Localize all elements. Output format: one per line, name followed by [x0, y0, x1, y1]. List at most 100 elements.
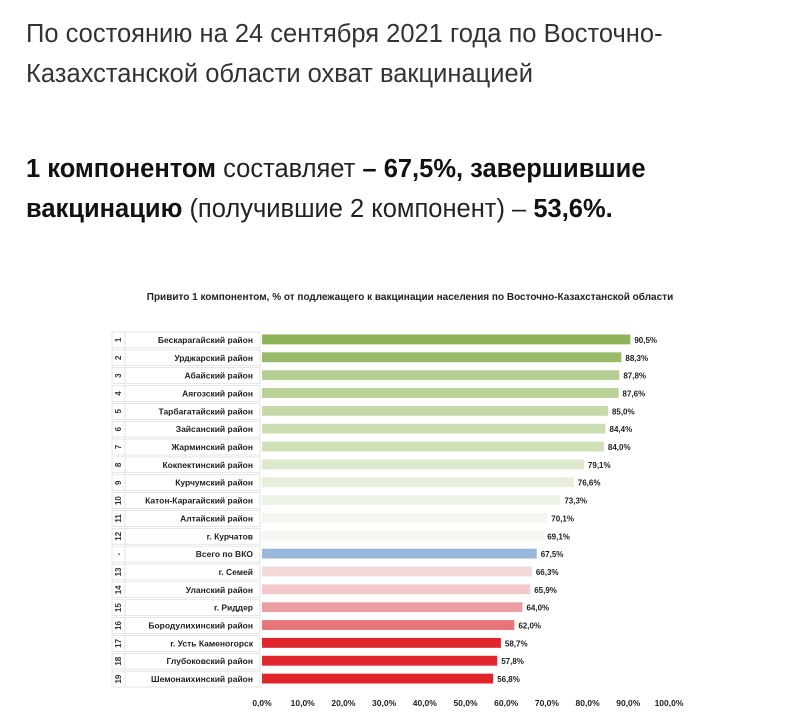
value-label: 88,3%	[625, 354, 648, 363]
category-label: Курчумский район	[175, 478, 253, 488]
category-cell	[124, 545, 261, 563]
category-label: Глубоковский район	[167, 656, 253, 666]
value-label: 90,5%	[634, 336, 657, 345]
category-label: Бескарагайский район	[158, 335, 253, 345]
value-label: 84,4%	[610, 425, 633, 434]
rank-label: 4	[114, 391, 123, 396]
category-cell	[124, 652, 261, 670]
rank-label: 11	[114, 514, 123, 523]
category-label: Уланский район	[186, 585, 253, 595]
intro-text: По состоянию на 24 сентября 2021 года по…	[26, 20, 663, 88]
category-label: Аягозский район	[182, 388, 253, 398]
category-label: г. Семей	[219, 567, 253, 577]
category-cell	[124, 670, 261, 688]
rank-label: -	[114, 552, 123, 555]
headline-text-second: (получившие 2 компонент) –	[182, 195, 534, 223]
x-tick-label: 10,0%	[291, 698, 316, 708]
category-cell	[124, 456, 261, 474]
rank-label: 2	[114, 355, 123, 360]
x-tick-label: 20,0%	[331, 698, 356, 708]
category-cell	[124, 438, 261, 456]
category-cell	[124, 581, 261, 599]
x-tick-label: 30,0%	[372, 698, 397, 708]
bar	[262, 405, 608, 416]
bar	[262, 620, 515, 630]
rank-label: 19	[114, 674, 123, 683]
value-label: 70,1%	[551, 514, 574, 523]
x-tick-label: 80,0%	[576, 698, 601, 708]
bar	[262, 637, 501, 648]
bar	[262, 441, 604, 452]
category-cell	[124, 385, 261, 402]
category-label: Урджарский район	[174, 353, 253, 363]
headline-first-dose-value: – 67,5%, завершившие вакцинацию	[26, 155, 646, 223]
value-label: 69,1%	[547, 532, 570, 541]
bar	[262, 495, 561, 505]
bar-chart: 1 Бескарагайский район 90,5% 2 Урджарский ра…	[111, 331, 684, 708]
category-label: Алтайский район	[180, 513, 253, 523]
value-label: 57,8%	[501, 657, 524, 666]
category-label: Жарминский район	[170, 442, 253, 452]
category-label: Всего по ВКО	[196, 549, 254, 559]
value-label: 66,3%	[536, 568, 559, 577]
value-label: 87,6%	[623, 389, 646, 398]
category-label: Шемонаихинский район	[151, 674, 253, 684]
value-label: 73,3%	[564, 497, 587, 506]
rank-label: 3	[114, 373, 123, 378]
category-label: г. Риддер	[214, 603, 253, 613]
rank-label: 8	[114, 462, 123, 467]
value-label: 76,6%	[578, 479, 601, 488]
category-label: Кокпектинский район	[162, 460, 253, 470]
rank-label: 10	[114, 496, 123, 505]
value-label: 67,5%	[541, 550, 564, 559]
rank-label: 6	[114, 426, 123, 431]
category-cell	[124, 563, 261, 581]
value-label: 84,0%	[608, 443, 631, 452]
rank-label: 5	[114, 409, 123, 414]
x-tick-label: 50,0%	[453, 698, 478, 708]
rank-label: 13	[114, 567, 123, 576]
category-label: Зайсанский район	[176, 424, 253, 434]
category-cell	[124, 528, 261, 545]
bar	[262, 584, 531, 595]
rank-label: 9	[114, 480, 123, 485]
category-label: Катон-Карагайский район	[145, 496, 253, 506]
headline-completed-value: 53,6%.	[533, 195, 613, 223]
category-cell	[124, 510, 261, 527]
bar	[262, 530, 544, 541]
rank-label: 14	[114, 585, 123, 594]
bar	[262, 334, 631, 345]
value-label: 58,7%	[505, 639, 528, 648]
category-cell	[124, 617, 261, 634]
category-cell	[124, 403, 261, 420]
category-cell	[124, 349, 261, 367]
x-tick-label: 70,0%	[535, 698, 560, 708]
bar	[262, 548, 537, 559]
value-label: 85,0%	[612, 407, 635, 416]
rank-label: 17	[114, 638, 123, 647]
bar	[262, 673, 494, 684]
bar	[262, 388, 619, 398]
bar	[262, 477, 574, 488]
category-cell	[124, 331, 261, 349]
category-label: г. Курчатов	[207, 531, 253, 541]
category-cell	[124, 492, 261, 509]
bar	[262, 459, 584, 470]
bar	[262, 423, 606, 434]
x-tick-label: 40,0%	[413, 698, 438, 708]
bar	[262, 513, 548, 523]
rank-label: 18	[114, 656, 123, 665]
category-label: Бородулихинский район	[148, 621, 253, 631]
bar	[262, 352, 622, 363]
headline-first-dose: 1 компонентом	[26, 155, 217, 183]
x-tick-label: 60,0%	[494, 698, 519, 708]
value-label: 79,1%	[588, 461, 611, 470]
x-tick-label: 90,0%	[616, 698, 641, 708]
value-label: 56,8%	[497, 675, 520, 684]
rank-label: 7	[114, 444, 123, 449]
headline-text: составляет	[216, 155, 363, 183]
category-label: Абайский район	[185, 371, 254, 381]
category-label: г. Усть Каменогорск	[170, 638, 254, 648]
x-tick-label: 100,0%	[655, 698, 684, 708]
category-cell	[124, 599, 261, 616]
